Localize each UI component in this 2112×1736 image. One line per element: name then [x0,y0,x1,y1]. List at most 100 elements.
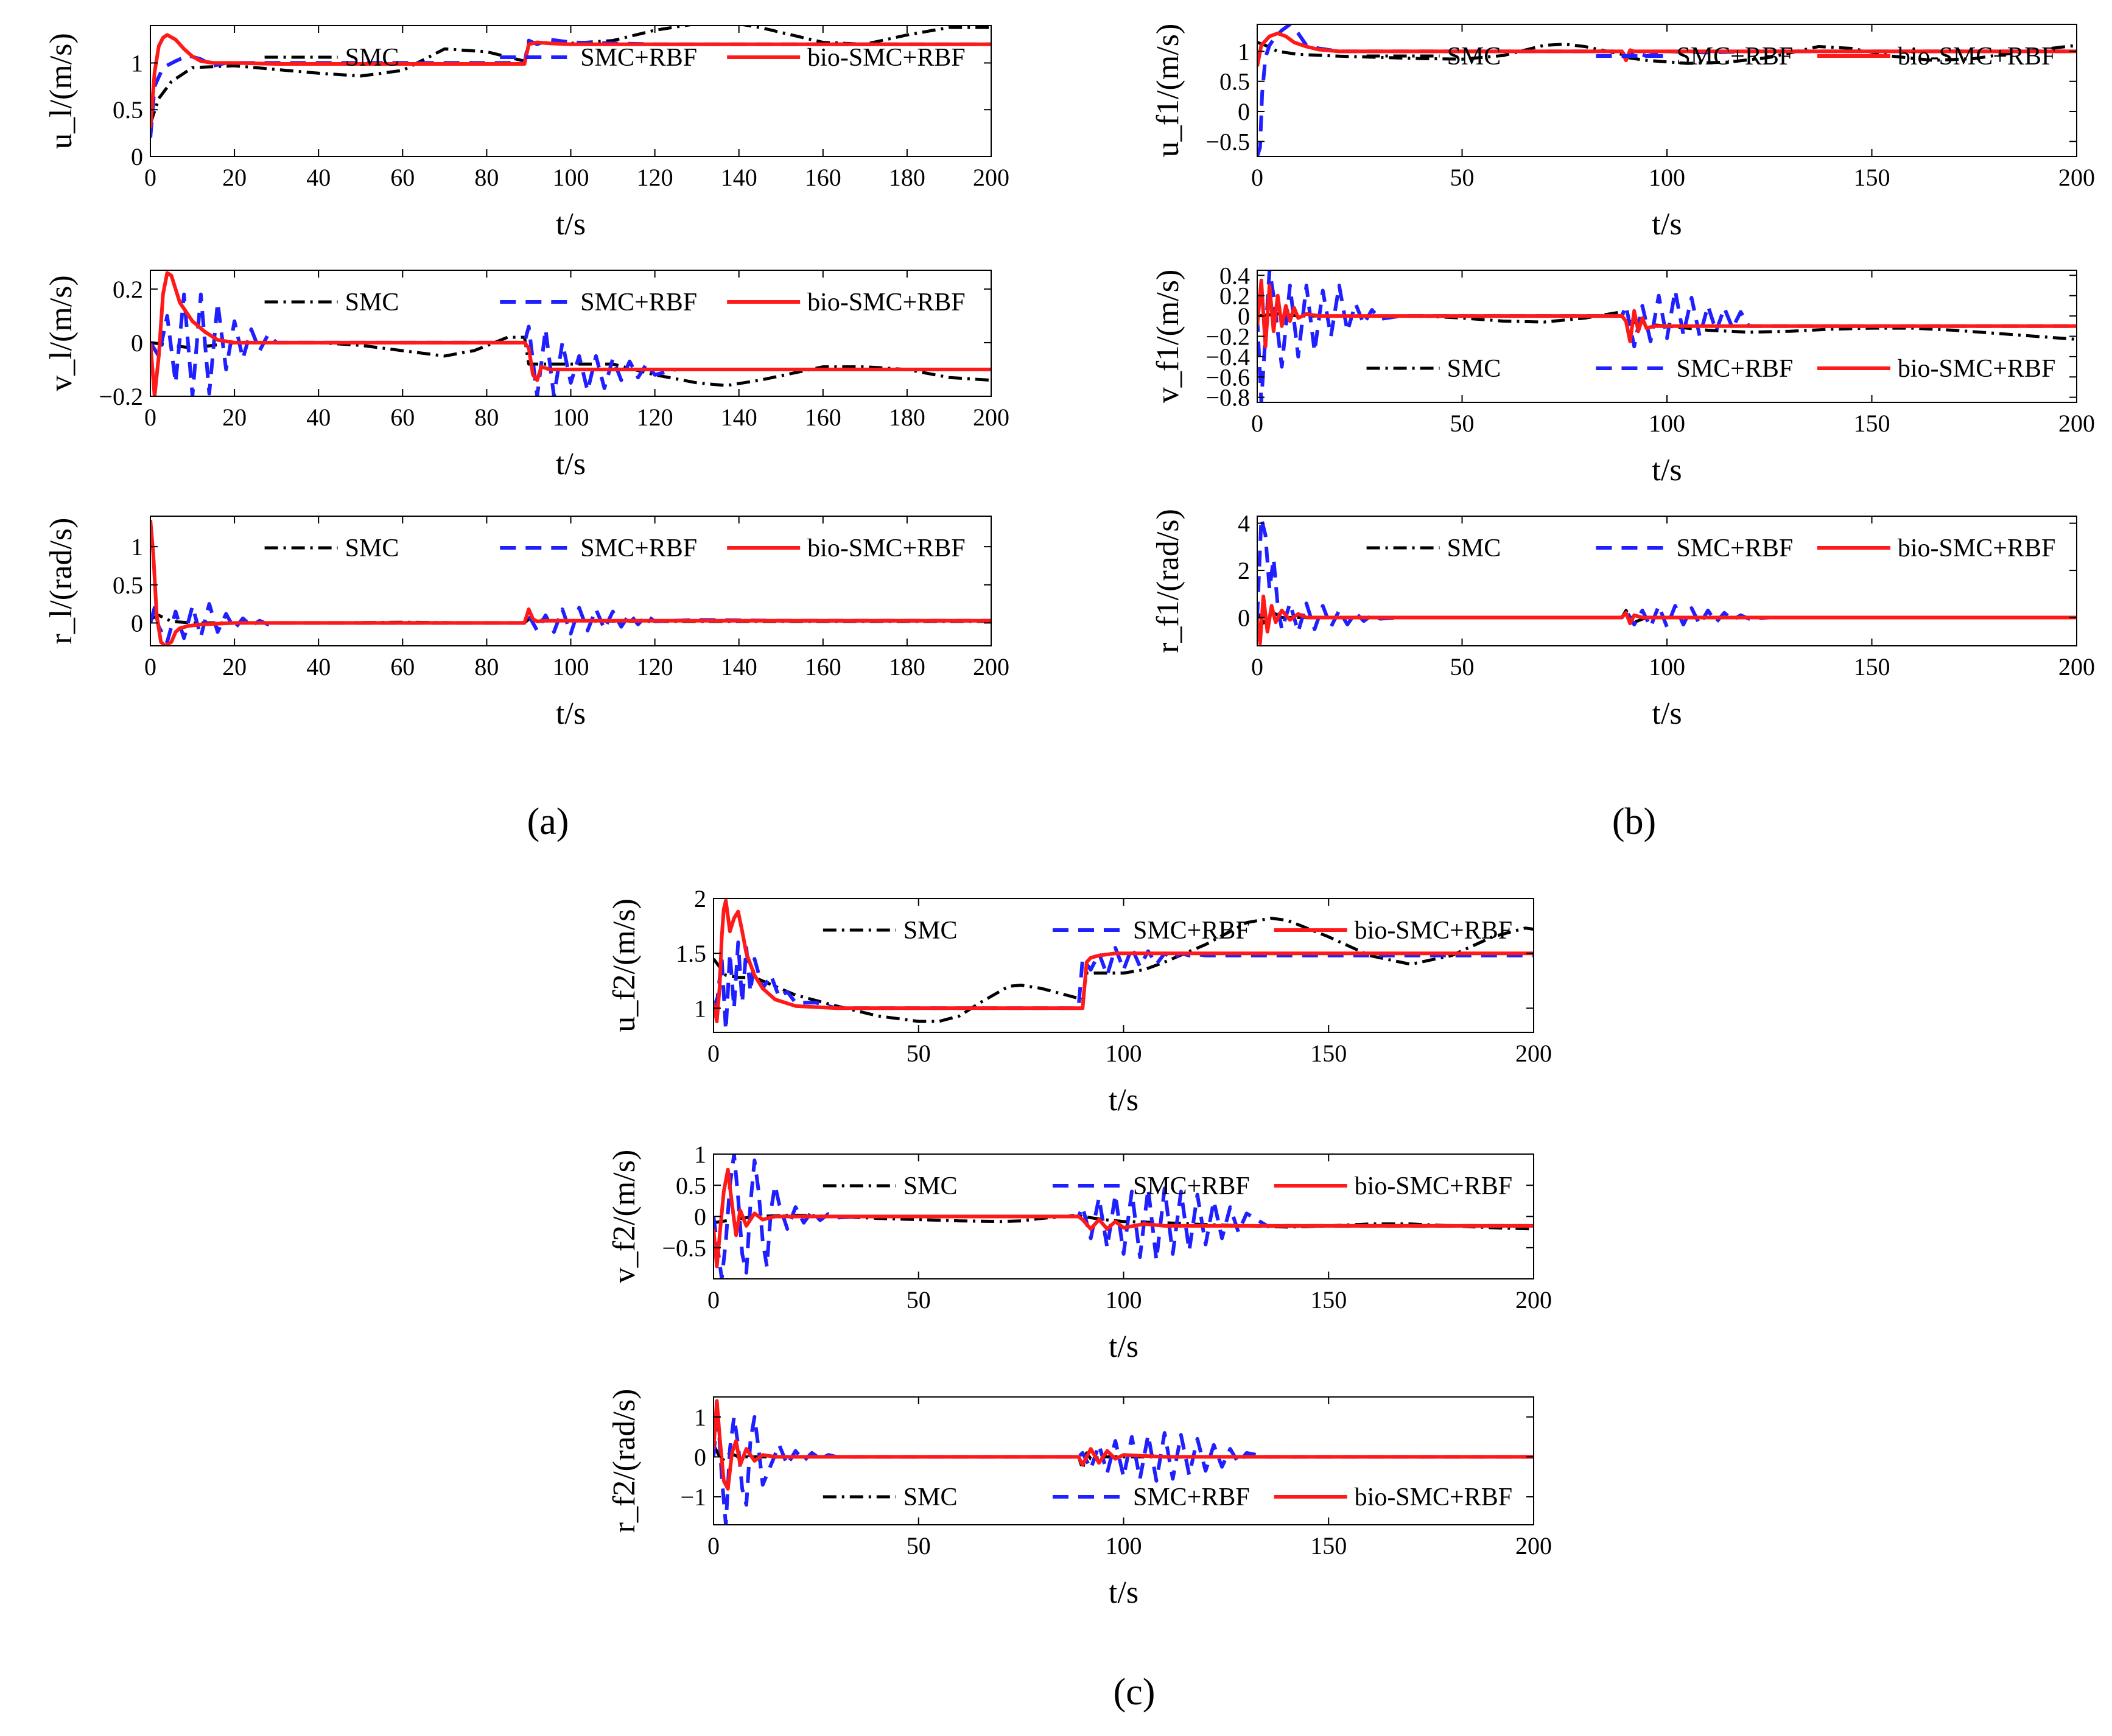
x-tick-label: 180 [889,404,925,431]
x-tick-label: 50 [907,1286,931,1314]
x-tick-label: 120 [637,653,673,681]
y-tick-label: 4 [1238,510,1250,537]
series-line-bio-smc-rbf [150,520,991,646]
x-tick-label: 0 [1251,410,1263,437]
series-line-bio-smc-rbf [714,1167,1534,1269]
x-tick-label: 200 [973,164,1009,191]
x-tick-label: 180 [889,653,925,681]
legend-label: SMC [1447,534,1501,562]
x-tick-label: 0 [1251,164,1263,191]
legend-label: SMC+RBF [1133,917,1250,945]
y-tick-label: 0.5 [113,572,143,599]
x-tick-label: 50 [1450,653,1475,681]
x-tick-label: 150 [1310,1040,1347,1067]
series-line-bio-smc-rbf [1257,31,2077,67]
x-tick-label: 40 [306,653,331,681]
x-tick-label: 0 [144,164,156,191]
x-axis-label: t/s [1652,696,1682,731]
legend-label: bio-SMC+RBF [1355,1483,1512,1511]
caption-b: (b) [1612,801,1656,842]
x-axis-label: t/s [1109,1329,1138,1364]
x-tick-label: 60 [390,404,415,431]
x-axis-label: t/s [556,696,586,731]
x-tick-label: 200 [973,404,1009,431]
series-line-smc-rbf [150,292,991,396]
x-tick-label: 160 [805,404,841,431]
y-axis-label: v_l/(m/s) [44,275,79,391]
y-axis-label: r_f2/(rad/s) [607,1389,642,1533]
x-axis-label: t/s [1652,207,1682,242]
x-tick-label: 200 [2058,653,2095,681]
x-tick-label: 150 [1310,1286,1347,1314]
x-tick-label: 100 [553,653,589,681]
y-axis-label: v_f2/(m/s) [607,1150,642,1284]
y-tick-label: 1 [694,1141,706,1168]
x-tick-label: 100 [1649,653,1685,681]
x-axis-label: t/s [556,207,586,242]
x-tick-label: 0 [707,1286,720,1314]
y-tick-label: 0 [1238,303,1250,330]
subplot-a3: 0 20 40 60 80 100 120 140 160 180 200 0 0.5 1 t/s r_l/(… [44,516,1009,731]
legend-label: SMC [903,1172,958,1200]
x-tick-label: 200 [1515,1532,1552,1559]
x-tick-label: 160 [805,164,841,191]
x-tick-label: 100 [553,164,589,191]
legend-label: SMC [345,534,399,562]
x-tick-label: 140 [721,404,757,431]
x-tick-label: 50 [1450,410,1475,437]
x-tick-label: 40 [306,164,331,191]
series-line-bio-smc-rbf [150,33,991,129]
y-tick-label: 1 [694,995,706,1022]
series-line-smc-rbf [714,1407,1534,1525]
y-axis-label: u_f1/(m/s) [1151,24,1185,158]
x-tick-label: 50 [907,1532,931,1559]
y-tick-label: 0 [694,1443,706,1471]
legend-label: SMC+RBF [1676,43,1793,71]
x-tick-label: 140 [721,164,757,191]
legend-label: bio-SMC+RBF [807,289,965,317]
x-tick-label: 100 [1649,410,1685,437]
x-tick-label: 0 [1251,653,1263,681]
y-axis-label: v_f1/(m/s) [1151,270,1185,404]
x-tick-label: 40 [306,404,331,431]
legend-label: SMC [1447,43,1501,71]
x-tick-label: 150 [1854,410,1890,437]
subplot-c1: 0 50 100 150 200 1 1.5 2 t/s u_f2/(m/s) SMC SMC+RBF… [607,885,1552,1118]
y-tick-label: 0 [131,609,143,637]
legend-label: bio-SMC+RBF [1355,917,1512,945]
y-tick-label: −0.5 [1205,128,1250,155]
legend-label: SMC [1447,355,1501,383]
y-tick-label: 1 [1238,38,1250,65]
x-tick-label: 180 [889,164,925,191]
x-axis-label: t/s [556,447,586,481]
subplot-a2: 0 20 40 60 80 100 120 140 160 180 200−0.200.2t/sv_… [44,270,1009,481]
x-tick-label: 50 [907,1040,931,1067]
x-tick-label: 100 [553,404,589,431]
y-tick-label: −1 [680,1483,706,1511]
y-tick-label: −0.4 [1205,343,1250,371]
subplot-a1: 0 20 40 60 80 100 120 140 160 180 200 0 0.5 1 t/s u_l/(… [44,25,1009,242]
y-tick-label: −0.6 [1205,363,1250,391]
y-tick-label: −0.5 [662,1234,706,1262]
x-tick-label: 80 [474,653,499,681]
x-tick-label: 80 [474,404,499,431]
subplot-b2: 0 50 100 150 200−0.8−0.6−0.4−0.200.20.4t/sv_… [1151,262,2095,488]
x-tick-label: 200 [2058,164,2095,191]
y-tick-label: −0.8 [1205,384,1250,411]
x-tick-label: 80 [474,164,499,191]
y-axis-label: r_l/(rad/s) [44,518,79,645]
x-tick-label: 20 [222,164,247,191]
subplot-b1: 0 50 100 150 200−0.500.51t/su_f1/(m/s) SMC SMC… [1151,24,2095,242]
legend-label: SMC+RBF [1133,1483,1250,1511]
y-axis-label: u_l/(m/s) [44,33,79,149]
caption-a: (a) [527,801,569,842]
legend-label: bio-SMC+RBF [1898,534,2055,562]
y-tick-label: 0 [131,329,143,357]
x-tick-label: 150 [1854,653,1890,681]
x-tick-label: 150 [1310,1532,1347,1559]
legend-label: bio-SMC+RBF [1355,1172,1512,1200]
x-tick-label: 0 [707,1040,720,1067]
y-tick-label: 0.4 [1219,262,1250,289]
